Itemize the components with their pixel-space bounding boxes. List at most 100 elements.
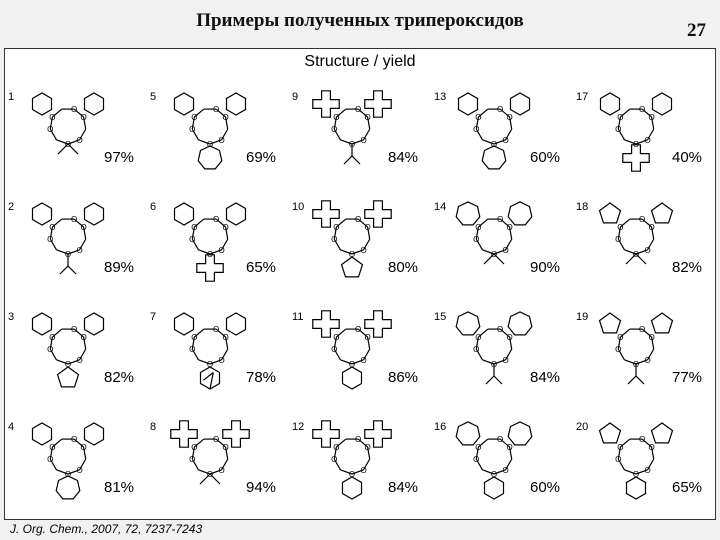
oxygen-atom: O	[615, 125, 621, 134]
oxygen-atom: O	[213, 435, 219, 444]
oxygen-atom: O	[76, 356, 82, 365]
oxygen-atom: O	[648, 333, 654, 342]
compound-yield: 82%	[104, 369, 134, 386]
oxygen-atom: O	[191, 223, 197, 232]
oxygen-atom: O	[47, 235, 53, 244]
oxygen-atom: O	[349, 470, 355, 479]
oxygen-atom: O	[189, 345, 195, 354]
oxygen-atom: O	[475, 223, 481, 232]
compound-number: 20	[576, 421, 588, 433]
oxygen-atom: O	[491, 470, 497, 479]
oxygen-atom: O	[331, 125, 337, 134]
compound-number: 16	[434, 421, 446, 433]
oxygen-atom: O	[502, 466, 508, 475]
oxygen-atom: O	[475, 443, 481, 452]
oxygen-atom: O	[49, 443, 55, 452]
oxygen-atom: O	[364, 113, 370, 122]
compound-number: 4	[8, 421, 14, 433]
oxygen-atom: O	[218, 246, 224, 255]
oxygen-atom: O	[473, 125, 479, 134]
oxygen-atom: O	[506, 333, 512, 342]
oxygen-atom: O	[222, 113, 228, 122]
oxygen-atom: O	[615, 235, 621, 244]
oxygen-atom: O	[644, 136, 650, 145]
oxygen-atom: O	[349, 250, 355, 259]
compound-number: 10	[292, 201, 304, 213]
oxygen-atom: O	[615, 345, 621, 354]
oxygen-atom: O	[491, 140, 497, 149]
page-number: 27	[687, 20, 706, 41]
oxygen-atom: O	[65, 360, 71, 369]
oxygen-atom: O	[475, 333, 481, 342]
oxygen-atom: O	[617, 443, 623, 452]
oxygen-atom: O	[644, 246, 650, 255]
oxygen-atom: O	[191, 113, 197, 122]
oxygen-atom: O	[331, 235, 337, 244]
compound-number: 14	[434, 201, 446, 213]
oxygen-atom: O	[71, 435, 77, 444]
compound-number: 7	[150, 311, 156, 323]
oxygen-atom: O	[502, 246, 508, 255]
oxygen-atom: O	[497, 325, 503, 334]
compound-yield: 84%	[530, 369, 560, 386]
oxygen-atom: O	[506, 223, 512, 232]
oxygen-atom: O	[364, 443, 370, 452]
oxygen-atom: O	[617, 113, 623, 122]
oxygen-atom: O	[218, 356, 224, 365]
oxygen-atom: O	[80, 333, 86, 342]
oxygen-atom: O	[615, 455, 621, 464]
compound-yield: 78%	[246, 369, 276, 386]
oxygen-atom: O	[47, 455, 53, 464]
compound-yield: 65%	[246, 259, 276, 276]
oxygen-atom: O	[331, 345, 337, 354]
oxygen-atom: O	[189, 235, 195, 244]
compound-yield: 82%	[672, 259, 702, 276]
compound-number: 9	[292, 91, 298, 103]
oxygen-atom: O	[333, 333, 339, 342]
oxygen-atom: O	[364, 223, 370, 232]
oxygen-atom: O	[213, 215, 219, 224]
oxygen-atom: O	[349, 360, 355, 369]
compound-yield: 60%	[530, 149, 560, 166]
compound-number: 1	[8, 91, 14, 103]
oxygen-atom: O	[71, 215, 77, 224]
compound-number: 12	[292, 421, 304, 433]
compound-yield: 77%	[672, 369, 702, 386]
oxygen-atom: O	[639, 105, 645, 114]
oxygen-atom: O	[360, 246, 366, 255]
oxygen-atom: O	[473, 455, 479, 464]
oxygen-atom: O	[207, 140, 213, 149]
oxygen-atom: O	[648, 443, 654, 452]
oxygen-atom: O	[71, 325, 77, 334]
oxygen-atom: O	[506, 113, 512, 122]
compound-yield: 94%	[246, 479, 276, 496]
oxygen-atom: O	[360, 136, 366, 145]
compound-number: 5	[150, 91, 156, 103]
oxygen-atom: O	[191, 443, 197, 452]
compound-number: 8	[150, 421, 156, 433]
oxygen-atom: O	[644, 466, 650, 475]
compound-yield: 97%	[104, 149, 134, 166]
oxygen-atom: O	[76, 136, 82, 145]
oxygen-atom: O	[331, 455, 337, 464]
oxygen-atom: O	[473, 345, 479, 354]
oxygen-atom: O	[617, 223, 623, 232]
compound-number: 18	[576, 201, 588, 213]
oxygen-atom: O	[49, 113, 55, 122]
compound-yield: 84%	[388, 149, 418, 166]
